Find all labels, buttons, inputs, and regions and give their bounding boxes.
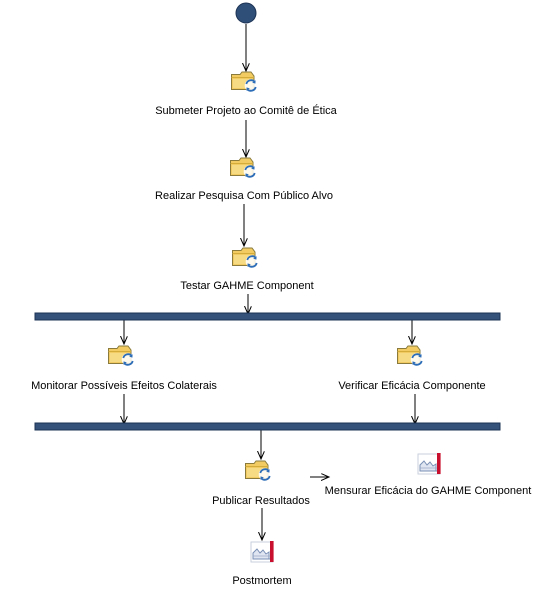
fork-bar[interactable] xyxy=(34,312,501,321)
join-bar[interactable] xyxy=(34,422,501,431)
task-monitorar-label: Monitorar Possíveis Efeitos Colaterais xyxy=(31,380,217,392)
task-submeter[interactable]: Submeter Projeto ao Comitê de Ética xyxy=(155,71,338,117)
initial-node[interactable] xyxy=(235,2,257,24)
control-flows xyxy=(124,24,415,539)
task-testar-label: Testar GAHME Component xyxy=(180,280,313,292)
task-icon xyxy=(244,460,273,482)
task-icon xyxy=(231,247,260,269)
task-realizar-label: Realizar Pesquisa Com Público Alvo xyxy=(155,190,333,202)
chart-artifact-icon xyxy=(417,452,442,475)
task-publicar[interactable]: Publicar Resultados xyxy=(212,460,310,507)
task-submeter-label: Submeter Projeto ao Comitê de Ética xyxy=(155,104,337,117)
task-icon xyxy=(107,345,136,367)
task-realizar[interactable]: Realizar Pesquisa Com Público Alvo xyxy=(155,157,333,202)
chart-artifact-icon xyxy=(250,540,275,563)
task-testar[interactable]: Testar GAHME Component xyxy=(180,247,314,292)
task-monitorar[interactable]: Monitorar Possíveis Efeitos Colaterais xyxy=(31,345,217,392)
artifact-mensurar-label: Mensurar Eficácia do GAHME Component xyxy=(325,485,532,497)
task-publicar-label: Publicar Resultados xyxy=(212,495,310,507)
artifact-mensurar[interactable]: Mensurar Eficácia do GAHME Component xyxy=(325,452,532,497)
task-icon xyxy=(229,157,258,179)
artifact-postmortem[interactable]: Postmortem xyxy=(232,540,292,587)
artifact-postmortem-label: Postmortem xyxy=(232,575,291,587)
task-icon xyxy=(396,345,425,367)
task-icon xyxy=(230,71,259,93)
task-verificar-label: Verificar Eficácia Componente xyxy=(338,380,485,392)
task-verificar[interactable]: Verificar Eficácia Componente xyxy=(338,345,486,392)
